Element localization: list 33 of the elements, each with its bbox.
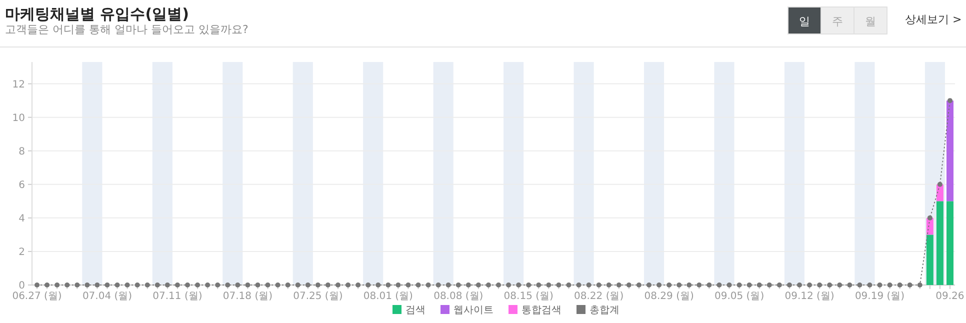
chart-title: 마케팅채널별 유입수(일별) xyxy=(5,5,189,23)
x-tick-label: 09.26 xyxy=(936,291,964,302)
x-tick-label: 08.01 (월) xyxy=(363,291,414,302)
y-tick-label: 0 xyxy=(18,280,25,292)
x-tick-label: 09.19 (월) xyxy=(854,291,905,302)
y-tick-label: 12 xyxy=(12,79,25,90)
x-tick-label: 09.12 (월) xyxy=(784,291,834,302)
y-tick-label: 2 xyxy=(18,246,25,258)
legend-label: 검색 xyxy=(406,305,426,316)
x-tick-label: 07.11 (월) xyxy=(152,291,202,302)
text: 일 xyxy=(799,15,810,28)
y-tick-label: 4 xyxy=(18,213,25,224)
x-tick-label: 08.29 (월) xyxy=(644,291,694,302)
legend-label: 통합검색 xyxy=(522,305,562,316)
x-tick-label: 07.18 (월) xyxy=(222,291,273,302)
x-tick-label: 09.05 (월) xyxy=(714,291,764,302)
chart-subtitle: 고객들은 어디를 통해 얼마나 들어오고 있을까요? xyxy=(5,23,248,36)
y-tick-label: 6 xyxy=(18,180,25,191)
x-tick-label: 07.04 (월) xyxy=(82,291,132,302)
bar xyxy=(926,234,934,285)
x-tick-label: 06.27 (월) xyxy=(12,291,62,302)
x-tick-label: 08.15 (월) xyxy=(504,291,554,302)
y-tick-label: 8 xyxy=(18,146,25,158)
text: 상세보기 > xyxy=(905,13,962,26)
legend-label: 웹사이트 xyxy=(454,305,494,316)
y-tick-label: 10 xyxy=(12,112,25,124)
legend-label: 총합계 xyxy=(590,305,620,316)
text: 월 xyxy=(865,15,876,28)
bar xyxy=(936,201,944,285)
x-tick-label: 07.25 (월) xyxy=(293,291,343,302)
text: 주 xyxy=(832,15,843,28)
x-tick-label: 08.08 (월) xyxy=(434,291,484,302)
x-tick-label: 08.22 (월) xyxy=(574,291,624,302)
